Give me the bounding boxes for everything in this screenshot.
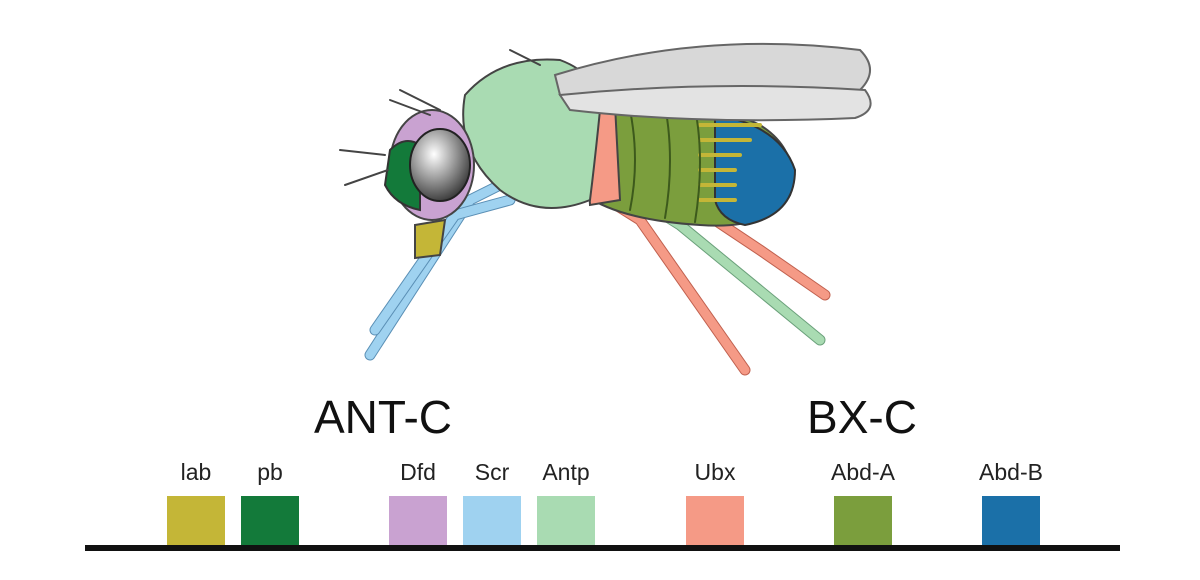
- bristle: [339, 149, 386, 156]
- gene-box: [686, 496, 744, 545]
- gene-label: Antp: [542, 459, 589, 485]
- segment: [629, 109, 636, 211]
- bristles: [339, 49, 541, 186]
- gene-box: [241, 496, 299, 545]
- eye: [409, 128, 471, 202]
- gene-label: pb: [257, 459, 283, 485]
- bristle: [344, 169, 389, 186]
- bristle: [389, 99, 431, 116]
- bristle: [399, 89, 441, 111]
- fly-illustration: [339, 42, 872, 376]
- gene-label: Ubx: [695, 459, 736, 485]
- cluster-label: ANT-C: [314, 391, 452, 443]
- gene-box: [537, 496, 595, 545]
- gene-label: Dfd: [400, 459, 436, 485]
- leg: [365, 180, 505, 360]
- gene-box: [982, 496, 1040, 545]
- gene-box: [389, 496, 447, 545]
- gene-box: [167, 496, 225, 545]
- mouthparts: [414, 218, 447, 260]
- gene-label: lab: [181, 459, 212, 485]
- gene-label: Scr: [475, 459, 510, 485]
- gene-box: [834, 496, 892, 545]
- gene-box: [463, 496, 521, 545]
- leg: [370, 195, 515, 335]
- abdomen-tip: [714, 113, 797, 227]
- wing: [558, 85, 872, 122]
- gene-label: Abd-B: [979, 459, 1043, 485]
- gene-label: Abd-A: [831, 459, 896, 485]
- abdomen-stripes: [698, 123, 762, 202]
- bristle: [509, 49, 541, 66]
- cluster-label: BX-C: [807, 391, 917, 443]
- gene-map: ANT-C lab pb Dfd Scr Antp BX-C Ubx Abd-A Abd-B: [167, 391, 1043, 545]
